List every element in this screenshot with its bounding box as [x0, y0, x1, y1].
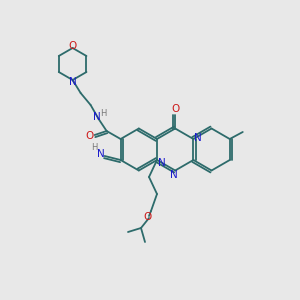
- Text: O: O: [171, 104, 179, 115]
- Text: O: O: [143, 212, 151, 222]
- Text: N: N: [170, 170, 178, 181]
- Text: N: N: [194, 133, 202, 143]
- Text: H: H: [92, 143, 98, 152]
- Text: N: N: [93, 112, 101, 122]
- Text: N: N: [69, 77, 76, 87]
- Text: N: N: [97, 149, 104, 159]
- Text: O: O: [85, 131, 94, 141]
- Text: O: O: [68, 41, 77, 51]
- Text: H: H: [100, 109, 107, 118]
- Text: N: N: [158, 158, 166, 168]
